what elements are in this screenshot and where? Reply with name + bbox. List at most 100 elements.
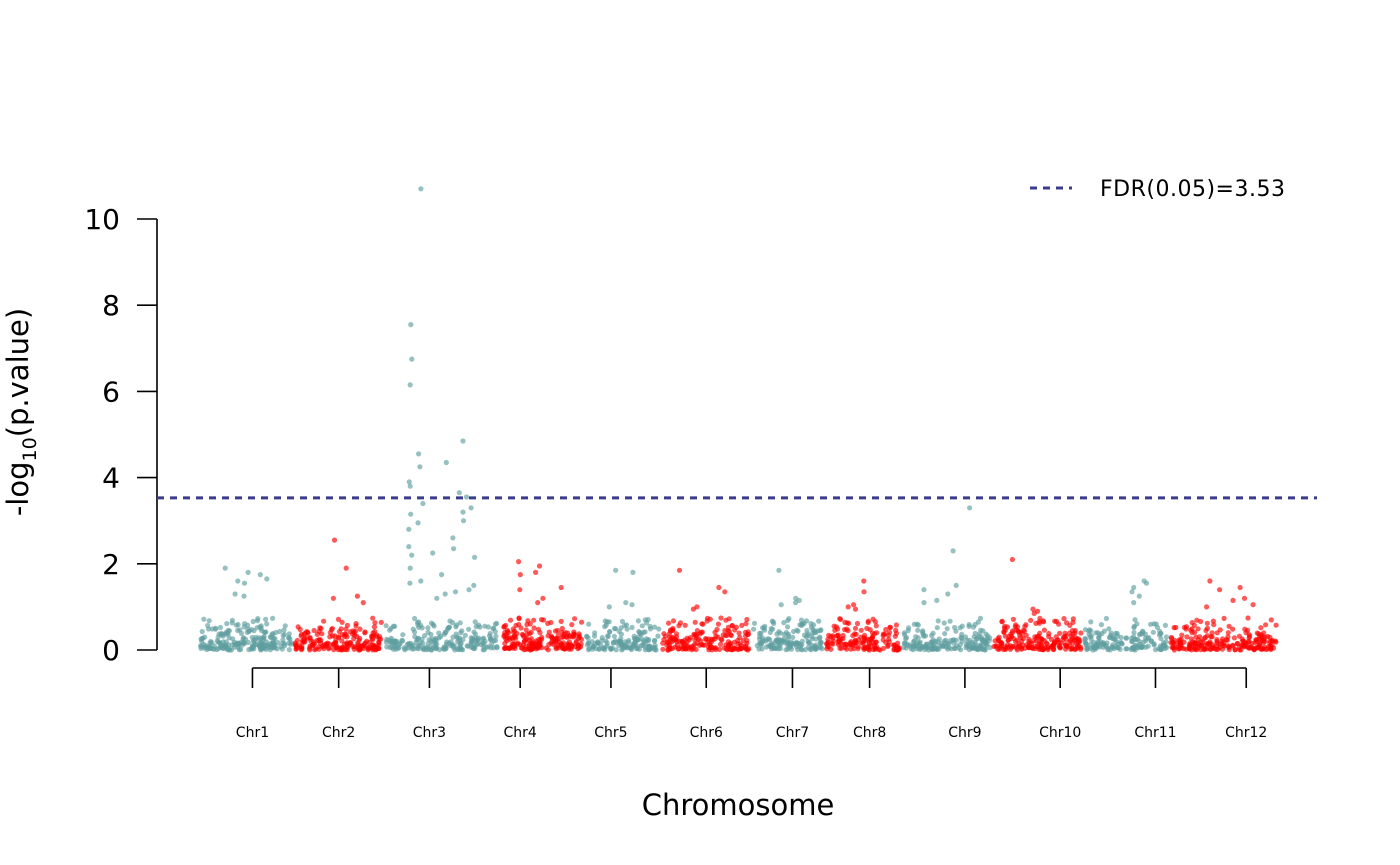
data-point (339, 638, 345, 644)
data-point (959, 635, 965, 641)
data-point (1145, 635, 1151, 642)
data-point (612, 625, 618, 632)
data-point (1005, 637, 1011, 643)
data-point (817, 628, 823, 634)
data-point (501, 624, 507, 630)
data-point (1209, 634, 1215, 640)
data-point (452, 589, 459, 595)
data-point (934, 625, 940, 631)
data-point (406, 479, 412, 485)
data-point (558, 618, 564, 625)
data-point (1245, 615, 1251, 621)
data-point (808, 620, 814, 627)
data-point (279, 646, 285, 652)
data-point (1088, 633, 1095, 639)
data-point (235, 578, 241, 584)
data-point (217, 640, 223, 646)
data-point (517, 587, 523, 593)
data-point (1001, 629, 1007, 635)
data-point (201, 616, 207, 622)
data-point (887, 624, 893, 630)
data-point (852, 625, 859, 631)
data-point (605, 633, 611, 639)
data-point (460, 438, 466, 444)
data-point (602, 618, 608, 624)
data-point (904, 641, 910, 647)
data-point (264, 621, 270, 627)
data-point (606, 604, 612, 610)
data-point (230, 636, 236, 642)
data-point (311, 627, 317, 634)
data-point (1018, 635, 1024, 641)
data-point (816, 618, 822, 624)
data-point (241, 580, 248, 586)
data-point (408, 322, 414, 328)
data-point (323, 641, 329, 647)
data-point (425, 625, 431, 631)
data-point (759, 635, 765, 641)
data-point (1092, 646, 1099, 652)
data-point (518, 625, 524, 631)
data-point (271, 645, 277, 651)
data-point (482, 638, 488, 644)
data-point (777, 641, 783, 648)
data-point (759, 646, 765, 652)
data-point (638, 642, 645, 649)
data-point (1258, 632, 1264, 638)
data-point (1261, 636, 1267, 642)
data-point (923, 641, 929, 647)
data-point (618, 631, 625, 637)
data-point (926, 647, 932, 653)
data-point (861, 589, 867, 595)
data-point (232, 644, 238, 650)
data-point (995, 646, 1001, 652)
data-point (870, 616, 876, 622)
data-point (1029, 644, 1035, 651)
data-point (1269, 637, 1275, 644)
data-point (1028, 617, 1034, 624)
data-point (419, 625, 425, 631)
data-point (751, 620, 758, 626)
data-point (286, 647, 292, 653)
data-point (817, 635, 823, 641)
data-point (627, 645, 634, 651)
data-point (203, 644, 209, 650)
data-point (757, 640, 763, 647)
data-point (450, 634, 456, 640)
data-point (1056, 621, 1062, 627)
data-point (646, 645, 652, 651)
data-point (282, 623, 288, 629)
data-point (751, 626, 757, 632)
data-point (743, 621, 749, 627)
data-point (1245, 645, 1251, 651)
data-point (455, 635, 461, 641)
data-point (433, 645, 440, 651)
data-point (944, 626, 950, 632)
data-point (307, 635, 313, 641)
data-point (388, 639, 394, 645)
data-point (371, 624, 378, 630)
data-point (431, 639, 437, 645)
data-point (639, 636, 645, 642)
data-point (622, 644, 629, 650)
data-point (436, 635, 442, 641)
data-point (1172, 644, 1178, 650)
data-point (1268, 617, 1274, 623)
data-point (1009, 630, 1016, 636)
data-point (1032, 634, 1038, 640)
data-point (864, 625, 870, 632)
data-point (941, 620, 947, 626)
data-point (329, 625, 335, 632)
data-point (320, 643, 326, 650)
data-point (469, 640, 475, 646)
data-point (1178, 643, 1184, 649)
data-point (716, 584, 722, 591)
data-point (770, 619, 776, 625)
data-point (512, 634, 518, 640)
data-point (1108, 630, 1114, 636)
data-point (735, 646, 741, 653)
data-point (372, 620, 378, 626)
data-point (211, 646, 217, 652)
data-point (448, 639, 454, 645)
data-point (240, 636, 246, 642)
